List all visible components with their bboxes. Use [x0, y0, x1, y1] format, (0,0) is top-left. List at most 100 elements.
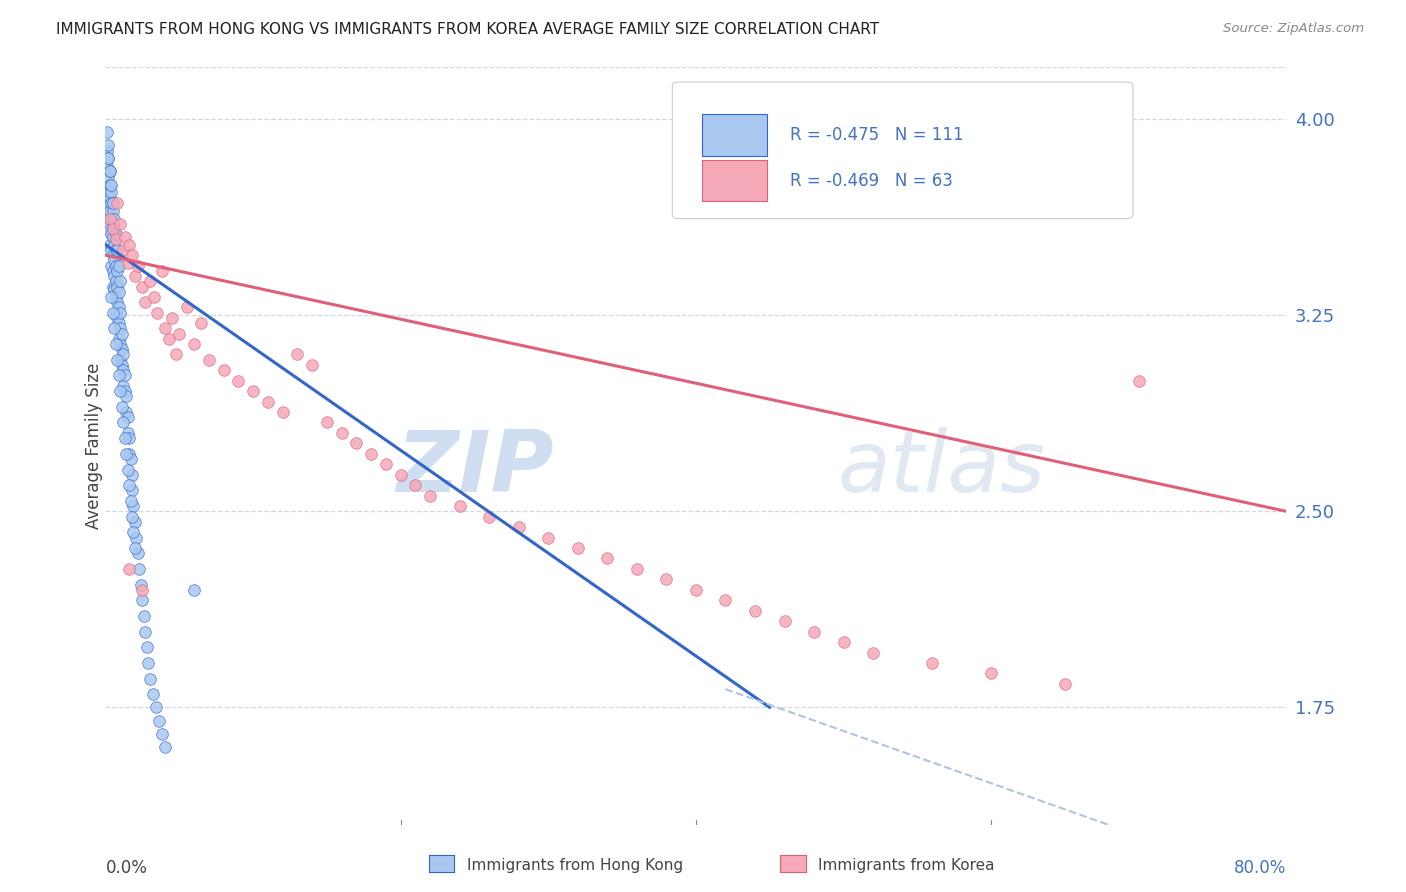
- Point: [537, 531, 560, 545]
- Point: [136, 656, 159, 670]
- Point: [110, 306, 132, 320]
- Point: [107, 332, 129, 346]
- Point: [103, 237, 125, 252]
- Point: [125, 531, 148, 545]
- Point: [129, 577, 152, 591]
- Point: [114, 230, 136, 244]
- Point: [212, 363, 235, 377]
- Point: [374, 458, 398, 472]
- Point: [98, 191, 121, 205]
- Point: [115, 405, 138, 419]
- Point: [134, 624, 156, 639]
- Point: [103, 321, 125, 335]
- Point: [104, 306, 127, 320]
- Point: [112, 379, 135, 393]
- Point: [803, 624, 825, 639]
- Point: [150, 726, 173, 740]
- Point: [98, 217, 121, 231]
- Point: [110, 337, 132, 351]
- Point: [114, 431, 136, 445]
- Point: [122, 499, 145, 513]
- Point: [100, 290, 122, 304]
- Point: [121, 509, 143, 524]
- Point: [107, 301, 129, 315]
- Point: [346, 436, 368, 450]
- Point: [142, 687, 165, 701]
- FancyBboxPatch shape: [702, 114, 766, 156]
- Point: [100, 186, 122, 200]
- Point: [120, 494, 142, 508]
- Point: [120, 452, 142, 467]
- Point: [146, 306, 169, 320]
- Point: [96, 159, 118, 173]
- Point: [115, 447, 138, 461]
- Point: [96, 144, 118, 158]
- Point: [107, 285, 129, 299]
- Point: [98, 211, 121, 226]
- Text: 80.0%: 80.0%: [1234, 859, 1286, 877]
- Point: [105, 264, 128, 278]
- Point: [419, 489, 441, 503]
- Point: [96, 125, 118, 139]
- Point: [360, 447, 382, 461]
- Text: R = -0.469   N = 63: R = -0.469 N = 63: [790, 171, 953, 190]
- Point: [97, 138, 120, 153]
- Point: [104, 290, 127, 304]
- Point: [165, 347, 187, 361]
- Text: 0.0%: 0.0%: [105, 859, 148, 877]
- Point: [110, 352, 132, 367]
- Point: [97, 152, 120, 166]
- Point: [98, 237, 121, 252]
- Point: [127, 546, 149, 560]
- Text: R = -0.475   N = 111: R = -0.475 N = 111: [790, 126, 965, 145]
- Point: [124, 541, 146, 555]
- Point: [183, 582, 205, 597]
- Point: [685, 582, 707, 597]
- Point: [157, 332, 180, 346]
- Point: [832, 635, 855, 649]
- Point: [118, 447, 141, 461]
- Point: [101, 195, 124, 210]
- Point: [98, 164, 121, 178]
- Point: [118, 478, 141, 492]
- Point: [107, 259, 129, 273]
- Point: [114, 368, 136, 383]
- Point: [103, 222, 125, 236]
- Point: [100, 178, 122, 192]
- Point: [96, 191, 118, 205]
- Point: [103, 282, 125, 296]
- Point: [110, 321, 132, 335]
- Point: [110, 274, 132, 288]
- Point: [101, 217, 124, 231]
- Point: [104, 227, 127, 242]
- Point: [228, 374, 250, 388]
- Point: [389, 467, 412, 482]
- Point: [183, 337, 205, 351]
- Point: [100, 259, 122, 273]
- Point: [508, 520, 530, 534]
- Point: [132, 609, 155, 624]
- Point: [98, 203, 121, 218]
- Point: [128, 562, 150, 576]
- Point: [626, 562, 648, 576]
- Point: [169, 326, 191, 341]
- Point: [104, 337, 127, 351]
- Point: [117, 462, 139, 476]
- Point: [1128, 374, 1150, 388]
- Point: [131, 593, 153, 607]
- Point: [107, 368, 129, 383]
- Point: [150, 264, 173, 278]
- Point: [160, 310, 183, 325]
- Point: [101, 203, 124, 218]
- Point: [103, 211, 125, 226]
- Text: atlas: atlas: [838, 427, 1046, 510]
- Point: [118, 562, 141, 576]
- Point: [100, 211, 122, 226]
- Point: [197, 352, 219, 367]
- Point: [257, 394, 280, 409]
- Point: [97, 222, 120, 236]
- Point: [97, 203, 120, 218]
- Point: [101, 230, 124, 244]
- Point: [98, 178, 121, 192]
- Point: [112, 347, 135, 361]
